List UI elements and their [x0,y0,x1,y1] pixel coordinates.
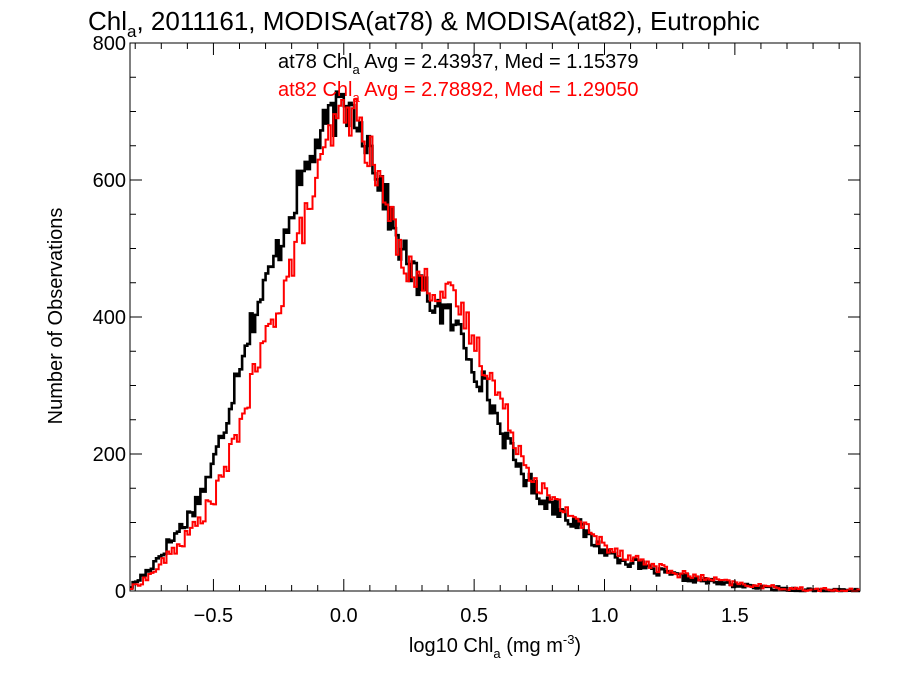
chart-title: Chla, 2011161, MODISA(at78) & MODISA(at8… [88,6,760,41]
axes-layer: −0.5 0.0 0.5 1.0 1.5 0 200 400 600 800 [93,33,860,627]
x-tick-label: 1.0 [591,605,619,627]
y-tick-label: 0 [115,581,126,603]
x-tick-label: 0.5 [460,605,488,627]
stats-at78: at78 Chla Avg = 2.43937, Med = 1.15379 [278,51,638,77]
x-tick-label: 1.5 [721,605,749,627]
stats-at82: at82 Chla Avg = 2.78892, Med = 1.29050 [278,79,638,105]
x-axis-label: log10 Chla (mg m-3) [409,632,581,661]
y-tick-label: 200 [93,444,126,466]
series-layer [130,90,860,593]
x-tick-label: −0.5 [194,605,233,627]
histogram-series-at78 [130,90,860,593]
plot-frame [129,42,861,592]
x-tick-label: 0.0 [330,605,358,627]
y-tick-label: 400 [93,307,126,329]
y-axis-label: Number of Observations [45,208,67,425]
y-tick-label: 800 [93,33,126,55]
histogram-series-at82 [130,98,860,592]
y-tick-label: 600 [93,170,126,192]
